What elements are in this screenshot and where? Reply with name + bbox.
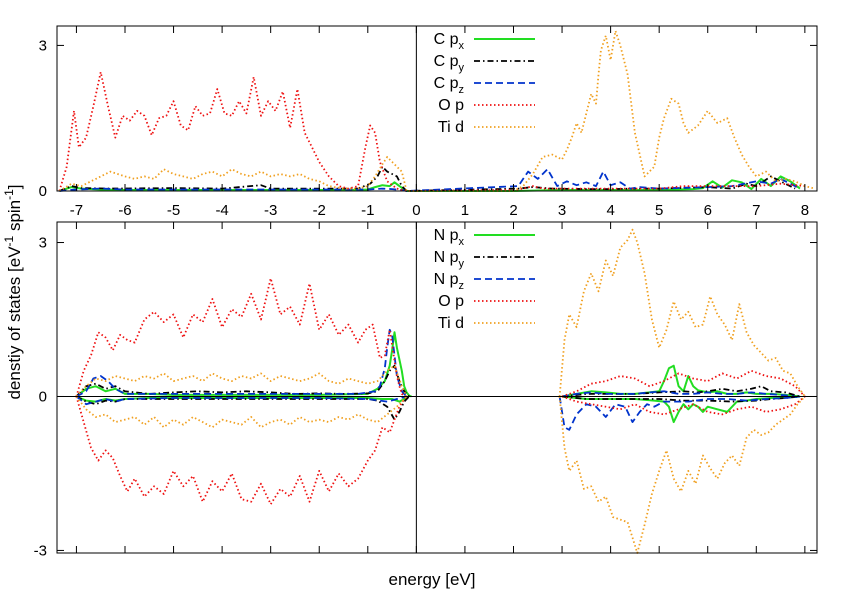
top-y-tick-label: 0 [39,183,47,200]
bottom-series-ti-d-part3 [558,228,806,398]
x-tick-label: -7 [70,202,83,219]
top-plot-frame [56,25,818,192]
legend-label: C px [434,31,465,52]
top-panel: -7 -6 -5 -4 -3 -2 -1 0 1 2 3 4 5 6 7 8 0 3 C pxC pyC pzO p… [39,25,818,219]
legend-label: C pz [434,75,464,96]
bottom-series-n-p-z-part2 [75,395,407,406]
x-tick-label: -5 [167,202,180,219]
x-tick-label: -2 [313,202,326,219]
top-series-c-p-z-part1 [59,168,801,192]
legend-entry: N py [434,249,535,270]
x-tick-label: -1 [361,202,374,219]
x-tick-label: -3 [264,202,277,219]
legend-entry: N pz [434,271,535,292]
bottom-series-n-p-z-part1 [75,328,408,398]
bottom-y-tick-label: -3 [34,542,47,559]
bottom-series-n-p-x-part1 [75,331,412,398]
legend-label: O p [438,97,464,114]
bottom-series-ti-d-part1 [75,364,408,398]
bottom-series-n-p-x-part3 [561,364,801,398]
top-series-c-p-y-part1 [59,165,796,192]
x-axis-label: energy [eV] [389,570,476,589]
legend-entry: C px [434,31,535,52]
legend-label: Ti d [438,315,464,332]
bottom-y-tick-label: 3 [39,235,47,252]
legend-label: N pz [434,271,464,292]
bottom-series-o-p-part2 [75,395,408,506]
bottom-series-n-p-y-part1 [75,364,410,398]
legend-label: C py [434,53,465,74]
bottom-plot-frame [56,221,818,554]
bottom-panel: -3 0 3 N pxN pyN pzO p Ti d [34,221,818,559]
legend-entry: C pz [434,75,535,96]
x-tick-label: -6 [118,202,131,219]
x-tick-label: 8 [801,202,809,219]
bottom-series-n-p-y-part2 [75,395,410,421]
bottom-legend: N pxN pyN pzO p Ti d [434,227,535,332]
legend-entry: C py [434,53,535,74]
top-legend: C pxC pyC pzO p Ti d [434,31,535,136]
bottom-curves [75,228,806,554]
bottom-series-o-p-part3 [561,369,806,398]
bottom-series-o-p-part4 [561,395,806,416]
bottom-series-ti-d-part2 [75,395,408,429]
x-tick-label: -4 [215,202,228,219]
top-series-ti-d-part1 [58,30,815,192]
legend-entry: O p [438,97,535,114]
bottom-series-o-p-part1 [75,277,408,398]
legend-entry: N px [434,227,535,248]
x-tick-label: 6 [704,202,712,219]
bottom-series-n-p-z-part3 [561,390,796,398]
legend-entry: Ti d [438,315,535,332]
legend-label: N py [434,249,465,270]
x-tick-label: 7 [752,202,760,219]
legend-entry: O p [438,293,535,310]
bottom-y-tick-label: 0 [39,388,47,405]
x-tick-label: 5 [655,202,663,219]
bottom-series-n-p-z-part4 [558,395,801,431]
x-tick-label: 1 [461,202,469,219]
bottom-series-ti-d-part4 [558,395,806,554]
x-tick-label: 2 [509,202,517,219]
x-tick-label: 0 [412,202,420,219]
legend-label: N px [434,227,465,248]
y-axis-label: denstiy of states [eV-1 spin-1] [2,184,24,399]
x-tick-label: 4 [606,202,614,219]
x-tick-label: 3 [558,202,566,219]
legend-label: O p [438,293,464,310]
top-y-tick-label: 3 [39,37,47,54]
legend-label: Ti d [438,119,464,136]
legend-entry: Ti d [438,119,535,136]
top-series-o-p-part1 [58,71,805,192]
